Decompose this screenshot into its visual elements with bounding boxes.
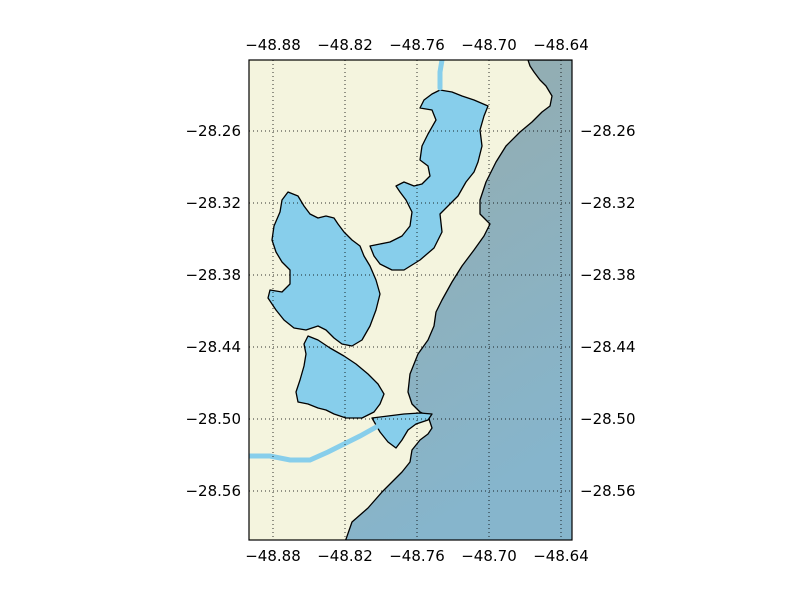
lon-tick-label: −48.82 bbox=[317, 547, 373, 565]
lat-tick-label: −28.44 bbox=[185, 338, 241, 356]
estuary bbox=[371, 412, 433, 449]
lagoon-south bbox=[295, 335, 385, 419]
lat-tick-label: −28.44 bbox=[580, 338, 636, 356]
lon-tick-label: −48.64 bbox=[533, 36, 589, 54]
lat-tick-label: −28.38 bbox=[580, 266, 636, 284]
lagoon-north bbox=[369, 89, 489, 271]
lon-tick-label: −48.88 bbox=[245, 36, 301, 54]
lon-tick-label: −48.76 bbox=[389, 36, 445, 54]
lat-tick-label: −28.50 bbox=[185, 410, 241, 428]
top-axis-labels: −48.88 −48.82 −48.76 −48.70 −48.64 bbox=[245, 36, 589, 54]
lagoon-central bbox=[267, 191, 381, 347]
lon-tick-label: −48.82 bbox=[317, 36, 373, 54]
lat-tick-label: −28.26 bbox=[185, 122, 241, 140]
river-north bbox=[437, 60, 445, 91]
right-axis-labels: −28.26 −28.32 −28.38 −28.44 −28.50 −28.5… bbox=[580, 122, 636, 500]
lon-tick-label: −48.76 bbox=[389, 547, 445, 565]
bottom-axis-labels: −48.88 −48.82 −48.76 −48.70 −48.64 bbox=[245, 547, 589, 565]
lon-tick-label: −48.88 bbox=[245, 547, 301, 565]
lat-tick-label: −28.38 bbox=[185, 266, 241, 284]
left-axis-labels: −28.26 −28.32 −28.38 −28.44 −28.50 −28.5… bbox=[185, 122, 241, 500]
lon-tick-label: −48.70 bbox=[461, 547, 517, 565]
map-area[interactable] bbox=[249, 60, 574, 542]
lat-tick-label: −28.50 bbox=[580, 410, 636, 428]
lat-tick-label: −28.32 bbox=[185, 194, 241, 212]
lon-tick-label: −48.64 bbox=[533, 547, 589, 565]
lon-tick-label: −48.70 bbox=[461, 36, 517, 54]
lat-tick-label: −28.56 bbox=[185, 482, 241, 500]
lat-tick-label: −28.26 bbox=[580, 122, 636, 140]
ocean-area bbox=[345, 60, 572, 540]
graticule bbox=[249, 60, 572, 540]
lat-tick-label: −28.56 bbox=[580, 482, 636, 500]
map-frame bbox=[248, 59, 573, 541]
lat-tick-label: −28.32 bbox=[580, 194, 636, 212]
